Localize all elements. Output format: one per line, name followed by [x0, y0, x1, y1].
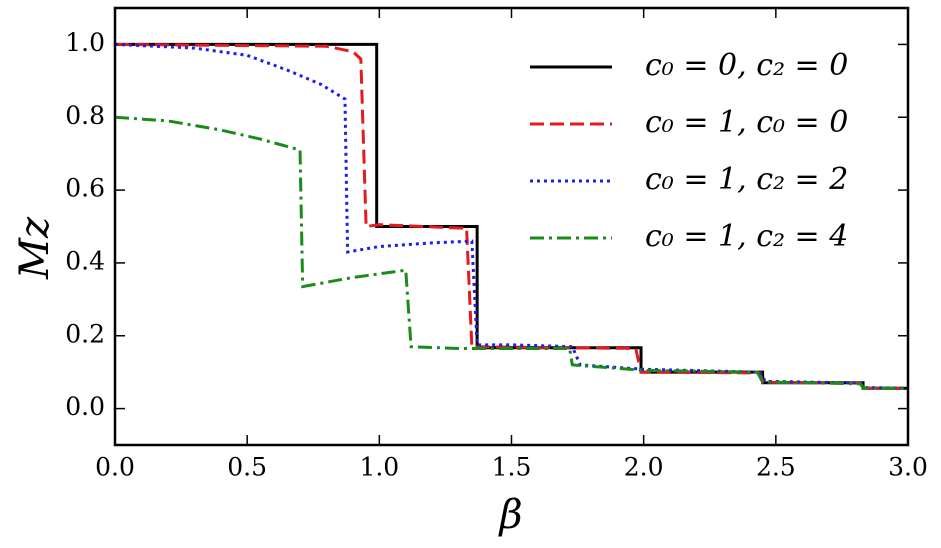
x-tick-label: 1.0 — [359, 453, 399, 482]
x-tick-label: 0.5 — [227, 453, 267, 482]
x-tick-label: 3.0 — [888, 453, 928, 482]
x-axis-label: β — [497, 492, 522, 538]
legend-label: c₀ = 0, c₂ = 0 — [645, 48, 848, 83]
y-tick-label: 0.6 — [65, 174, 105, 203]
y-axis-label: Mz — [12, 216, 58, 280]
series-line — [115, 42, 908, 390]
x-tick-label: 0.0 — [95, 453, 135, 482]
y-tick-label: 0.0 — [65, 392, 105, 421]
legend-label: c₀ = 1, c₂ = 2 — [645, 162, 848, 197]
y-tick-label: 0.8 — [65, 101, 105, 130]
series-line — [114, 42, 909, 390]
y-tick-label: 1.0 — [65, 28, 105, 57]
legend-label: c₀ = 1, c₀ = 0 — [645, 105, 848, 140]
series-line — [114, 115, 909, 391]
y-tick-label: 0.4 — [65, 246, 105, 275]
series-line — [114, 42, 909, 391]
x-tick-label: 2.5 — [756, 453, 796, 482]
y-tick-label: 0.2 — [65, 319, 105, 348]
x-tick-label: 1.5 — [492, 453, 532, 482]
legend-label: c₀ = 1, c₂ = 4 — [645, 219, 848, 254]
plot-frame — [113, 6, 910, 447]
x-tick-label: 2.0 — [624, 453, 664, 482]
